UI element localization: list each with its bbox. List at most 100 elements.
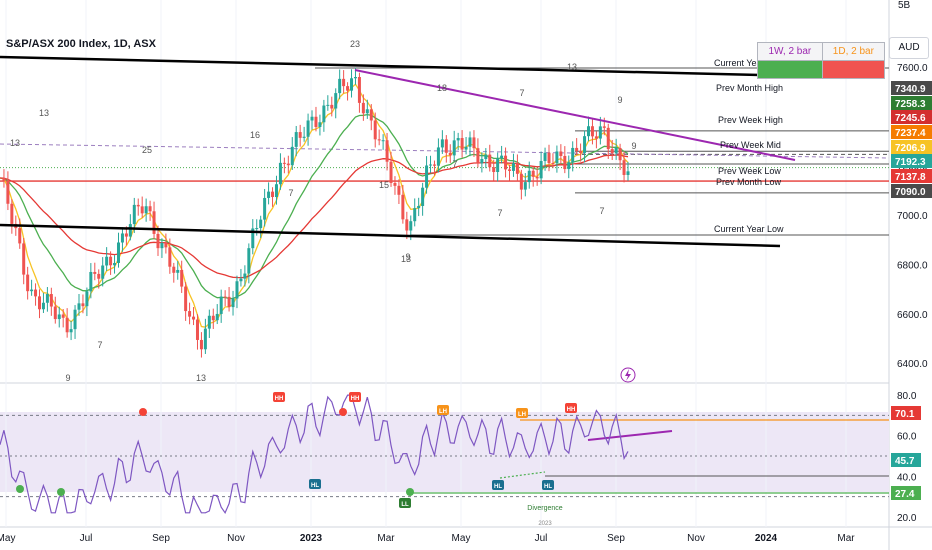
candle-body (156, 233, 160, 249)
candle-body (188, 311, 192, 317)
candle-body (579, 150, 583, 153)
timeframe-status-weekly (757, 60, 823, 79)
candle-body (523, 182, 527, 190)
candle-body (559, 151, 563, 156)
price-label-text: 7245.6 (895, 113, 926, 124)
rsi-tick-label: 80.0 (897, 391, 917, 402)
rsi-level-text: 45.7 (895, 456, 915, 467)
rsi-level-box (891, 453, 921, 467)
candle-body (590, 126, 594, 137)
candle-body (85, 291, 89, 307)
candle-body (519, 173, 523, 190)
candle-body (543, 152, 547, 162)
candle-body (389, 161, 393, 183)
level-label: Prev Week Low (718, 166, 781, 176)
rsi-marker-label: HH (567, 407, 576, 413)
candle-body (231, 298, 235, 308)
candle-body (164, 242, 168, 248)
swing-count-label: 9 (631, 141, 636, 151)
candle-body (365, 109, 369, 114)
candle-body (436, 147, 440, 166)
candle-body (113, 262, 117, 266)
rsi-marker-box (516, 408, 528, 418)
rsi-pane: HH HH LH LH HH HL LL HL HL Divergence 2023 (0, 392, 889, 527)
candle-body (417, 205, 421, 209)
descending-trend-line (354, 69, 796, 161)
swing-count-label: 13 (196, 373, 206, 383)
candle-body (511, 163, 515, 171)
price-tick-label: 7000.0 (897, 211, 928, 222)
candle-body (618, 147, 622, 161)
lightning-bolt-icon (625, 369, 631, 381)
candle-body (496, 158, 500, 173)
price-label-box (891, 154, 932, 168)
time-tick-label: Jul (535, 533, 548, 544)
price-label-text: 7137.8 (895, 172, 926, 183)
candle-body (353, 77, 357, 79)
candle-body (551, 163, 555, 165)
candle-body (377, 139, 381, 141)
candle-body (6, 180, 10, 204)
dashed-midline (0, 143, 890, 159)
axis-labels: 6400.06600.06800.07000.07200.07400.07600… (0, 63, 928, 544)
candle-body (223, 296, 227, 298)
candle-body (37, 296, 41, 310)
ema-mid-line (0, 113, 629, 300)
rsi-marker-label: HH (275, 396, 284, 402)
time-tick-label: Sep (152, 533, 170, 544)
rsi-marker-label: LL (401, 502, 409, 508)
time-tick-label: Nov (687, 533, 705, 544)
candle-body (73, 309, 77, 330)
candle-body (373, 120, 377, 140)
candle-body (93, 271, 97, 274)
swing-count-label: 7 (519, 88, 524, 98)
candle-body (322, 105, 326, 123)
rsi-marker-box (399, 498, 411, 508)
candle-body (2, 178, 6, 181)
candle-body (500, 155, 504, 159)
candle-body (567, 162, 571, 170)
trend-lines (0, 55, 796, 248)
rsi-trend-line (587, 430, 673, 441)
swing-count-label: 9 (65, 373, 70, 383)
rsi-marker-box (349, 392, 361, 402)
candle-body (219, 296, 223, 314)
candle-body (271, 191, 275, 198)
candle-body (492, 167, 496, 173)
candle-body (81, 303, 85, 307)
candle-body (346, 86, 350, 91)
candle-body (361, 102, 365, 114)
swing-count-label: 15 (379, 180, 389, 190)
candle-body (136, 204, 140, 207)
time-tick-label: 2023 (300, 533, 323, 544)
level-label: Prev Month High (716, 83, 783, 93)
candle-body (409, 221, 413, 231)
candle-body (575, 147, 579, 151)
time-tick-label: May (0, 533, 15, 544)
price-label-text: 7340.9 (895, 84, 926, 95)
candle-body (334, 93, 338, 109)
candle-body (622, 160, 626, 175)
candle-body (515, 163, 519, 174)
price-tick-label: 6800.0 (897, 260, 928, 271)
candle-body (192, 316, 196, 320)
candle-body (160, 242, 164, 249)
candle-body (602, 126, 606, 128)
candle-body (30, 289, 34, 292)
year-annotation: 2023 (538, 521, 552, 527)
candle-body (610, 149, 614, 154)
candle-body (508, 169, 512, 171)
price-tick-label: 6400.0 (897, 359, 928, 370)
swing-count-label: 7 (97, 340, 102, 350)
candle-body (476, 148, 480, 164)
rsi-marker-label: LH (518, 412, 526, 418)
currency-button[interactable]: AUD (889, 37, 929, 59)
time-tick-label: 2024 (755, 533, 778, 544)
candle-body (195, 319, 199, 340)
candle-body (184, 286, 188, 312)
candle-body (326, 104, 330, 106)
rsi-signal-dot (406, 488, 414, 496)
swing-count-label: 13 (10, 138, 20, 148)
swing-count-label: 9 (617, 95, 622, 105)
